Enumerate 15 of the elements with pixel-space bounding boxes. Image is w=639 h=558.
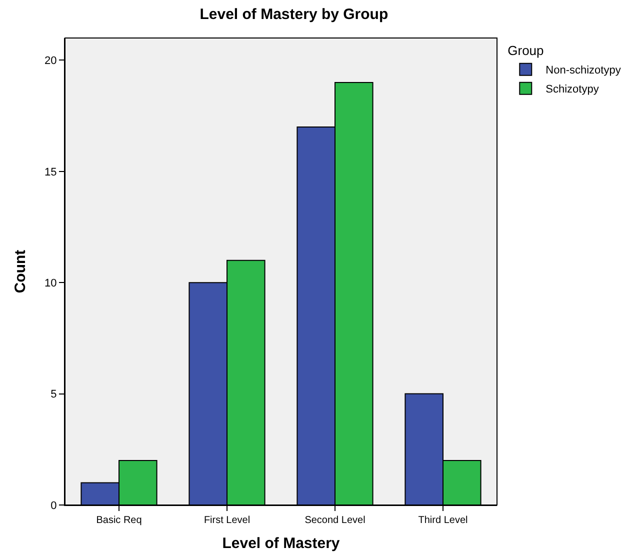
- x-tick-label: Second Level: [304, 515, 366, 526]
- x-tick-label: Third Level: [418, 515, 468, 526]
- y-tick-label: 0: [50, 500, 57, 512]
- legend-label: Schizotypy: [546, 84, 600, 96]
- y-tick-label: 10: [44, 277, 57, 290]
- chart-title: Level of Mastery by Group: [200, 6, 388, 23]
- y-tick-label: 15: [44, 166, 57, 178]
- x-axis-title: Level of Mastery: [222, 535, 340, 552]
- x-tick-label: First Level: [204, 515, 250, 526]
- y-axis-title: Count: [12, 250, 29, 294]
- legend-title: Group: [508, 42, 544, 58]
- y-tick-label: 5: [50, 388, 57, 401]
- x-tick-label: Basic Req: [96, 515, 142, 526]
- y-tick-label: 20: [44, 55, 57, 68]
- legend-label: Non-schizotypy: [546, 64, 622, 77]
